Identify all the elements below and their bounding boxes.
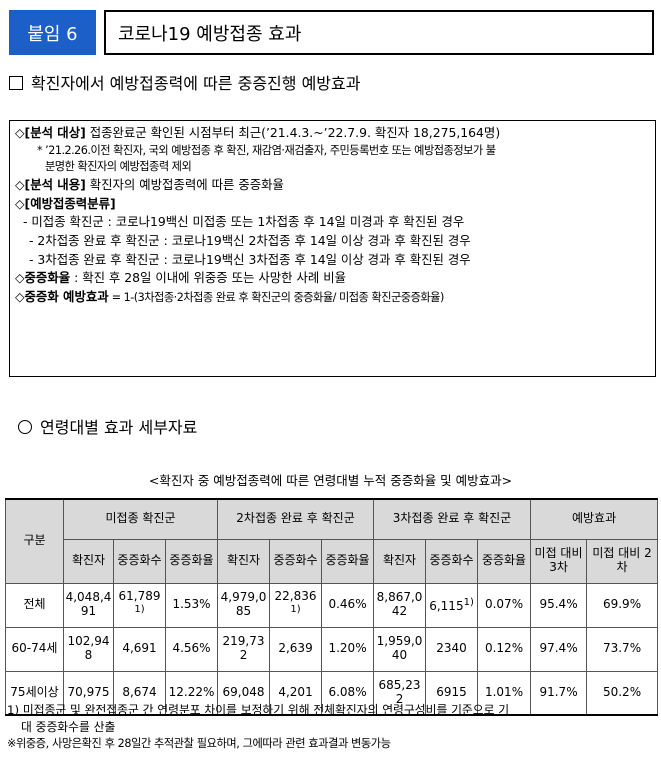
header-effect-dose3: 미접 대비 3차 [530,538,588,584]
section-heading: 확진자에서 예방접종력에 따른 중증진행 예방효과 [9,70,360,94]
cell-dose2-severe: 22,8361) [269,582,323,628]
cell-dose3-rate: 0.07% [477,582,532,628]
info-effect-row: ◇중증화 예방효과 = 1-(3차접종·2차접종 완료 후 확진군의 중증화율/… [15,288,445,304]
info-classification-row: ◇[예방접종력분류] [15,195,116,211]
info-content-row: ◇[분석 내용] 확진자의 예방접종력에 따른 중증화율 [15,177,284,193]
value: 61,789 [118,588,161,603]
table-caption: <확진자 중 예방접종력에 따른 연령대별 누적 중증화율 및 예방효과> [148,473,513,488]
table-row: 전체 4,048,491 61,7891) 1.53% 4,979,085 22… [5,582,659,628]
info-classification-label: [예방접종력분류] [24,195,116,211]
header-unvax: 미접종 확진군 [62,498,219,540]
info-severity-row: ◇중증화율 : 확진 후 28일 이내에 위중증 또는 사망한 사례 비율 [15,270,347,286]
table-row: 75세이상 70,975 8,674 12.22% 69,048 4,201 6… [5,670,659,716]
cell-dose3-severe: 2340 [425,626,479,672]
header-dose3: 3차접종 완료 후 확진군 [373,498,532,540]
header-dose3-cases: 확진자 [373,538,427,584]
header-dose3-rate: 중증화율 [477,538,532,584]
cell-dose3-rate: 0.12% [477,626,532,672]
subsection-heading: 연령대별 효과 세부자료 [18,414,197,438]
info-severity-text: : 확진 후 28일 이내에 위중증 또는 사망한 사례 비율 [70,270,347,286]
cell-effect-dose3: 95.4% [530,582,588,628]
header-dose2-cases: 확진자 [217,538,271,584]
info-group-dose2: - 2차접종 완료 후 확진군 : 코로나19백신 2차접종 후 14일 이상 … [29,233,471,249]
header-dose2: 2차접종 완료 후 확진군 [217,498,375,540]
header-effect-dose2: 미접 대비 2차 [586,538,659,584]
footnote-mark: 1) [463,596,474,608]
cell-dose3-rate: 1.01% [477,670,532,716]
info-group-dose3: - 3차접종 완료 후 확진군 : 코로나19백신 3차접종 후 14일 이상 … [29,251,471,267]
age-group-effect-table: 구분 미접종 확진군 2차접종 완료 후 확진군 3차접종 완료 후 확진군 예… [5,498,659,716]
info-group-unvax: - 미접종 확진군 : 코로나19백신 미접종 또는 1차접종 후 14일 미경… [23,214,465,230]
info-target-row: ◇[분석 대상] 접종완료군 확인된 시점부터 최근(’21.4.3.~’22.… [15,125,501,140]
cell-effect-dose3: 91.7% [530,670,588,716]
footnote-1a: 1) 미접종군 및 완전접종군 간 연령분포 차이를 보정하기 위해 전체확진자… [7,703,510,717]
subsection-title: 연령대별 효과 세부자료 [40,418,198,437]
header-dose3-severe: 중증화수 [425,538,479,584]
cell-unvax-rate: 4.56% [164,626,219,672]
cell-effect-dose2: 73.7% [586,626,659,672]
cell-unvax-severe: 4,691 [113,626,166,672]
header-dose2-severe: 중증화수 [269,538,323,584]
cell-dose2-rate: 6.08% [321,670,375,716]
row-label: 60-74세 [5,626,64,672]
info-severity-label: 중증화율 [24,270,71,286]
value: 6,115 [429,598,464,613]
document-title-text: 코로나19 예방접종 효과 [118,23,302,45]
info-exclusion-note-2: 분명한 확진자의 예방접종력 제외 [45,160,192,174]
cell-effect-dose3: 97.4% [530,626,588,672]
header-effect: 예방효과 [530,498,659,540]
cell-dose2-rate: 1.20% [321,626,375,672]
table-notes: 1) 미접종군 및 완전접종군 간 연령분포 차이를 보정하기 위해 전체확진자… [7,702,657,752]
cell-effect-dose2: 50.2% [586,670,659,716]
cell-unvax-cases: 70,975 [63,670,114,716]
footnote-2: ※위중증, 사망은확진 후 28일간 추적관찰 필요하며, 그에따라 관련 효과… [7,737,391,751]
cell-dose3-cases: 1,959,040 [373,626,427,672]
footnote-1b: 대 중증화수를 산출 [21,720,116,735]
footnote-mark: 1) [290,603,301,615]
info-target-text: 접종완료군 확인된 시점부터 최근(’21.4.3.~’22.7.9. 확진자 … [85,125,501,140]
cell-dose2-cases: 4,979,085 [217,582,271,628]
row-label: 75세이상 [5,670,64,716]
footnote-mark: 1) [134,603,145,615]
info-target-label: [분석 대상] [24,125,86,140]
header-unvax-rate: 중증화율 [164,538,219,584]
header-unvax-severe: 중증화수 [113,538,166,584]
row-label: 전체 [5,582,64,628]
cell-dose2-rate: 0.46% [321,582,375,628]
cell-unvax-cases: 4,048,491 [63,582,114,628]
document-title: 코로나19 예방접종 효과 [104,10,654,55]
cell-unvax-cases: 102,948 [63,626,114,672]
info-exclusion-note-1: * ’21.2.26.이전 확진자, 국외 예방접종 후 확진, 재감염·재검출… [37,143,496,157]
header-dose2-rate: 중증화율 [321,538,375,584]
info-effect-label: 중증화 예방효과 [24,288,109,304]
info-content-text: 확진자의 예방접종력에 따른 중증화율 [85,177,284,193]
cell-dose3-severe: 6,1151) [425,582,479,628]
analysis-info-box: ◇[분석 대상] 접종완료군 확인된 시점부터 최근(’21.4.3.~’22.… [9,120,656,377]
cell-effect-dose2: 69.9% [586,582,659,628]
cell-dose3-cases: 8,867,042 [373,582,427,628]
cell-unvax-rate: 12.22% [164,670,219,716]
cell-dose3-cases: 685,232 [373,670,427,716]
header-group: 구분 [5,498,64,584]
attachment-tag: 붙임 6 [9,10,96,55]
cell-dose2-severe: 2,639 [269,626,323,672]
section-title: 확진자에서 예방접종력에 따른 중증진행 예방효과 [31,74,361,93]
checkbox-square-icon [9,76,23,90]
cell-unvax-rate: 1.53% [164,582,219,628]
circle-bullet-icon [18,420,32,434]
cell-dose2-cases: 219,732 [217,626,271,672]
header-unvax-cases: 확진자 [63,538,114,584]
info-effect-text: = 1-(3차접종·2차접종 완료 후 확진군의 중증화율/ 미접종 확진군중증… [108,290,445,304]
table-row: 60-74세 102,948 4,691 4.56% 219,732 2,639… [5,626,659,672]
info-content-label: [분석 내용] [24,177,86,193]
cell-unvax-severe: 61,7891) [113,582,166,628]
cell-dose3-severe: 6915 [425,670,479,716]
value: 22,836 [274,588,317,603]
